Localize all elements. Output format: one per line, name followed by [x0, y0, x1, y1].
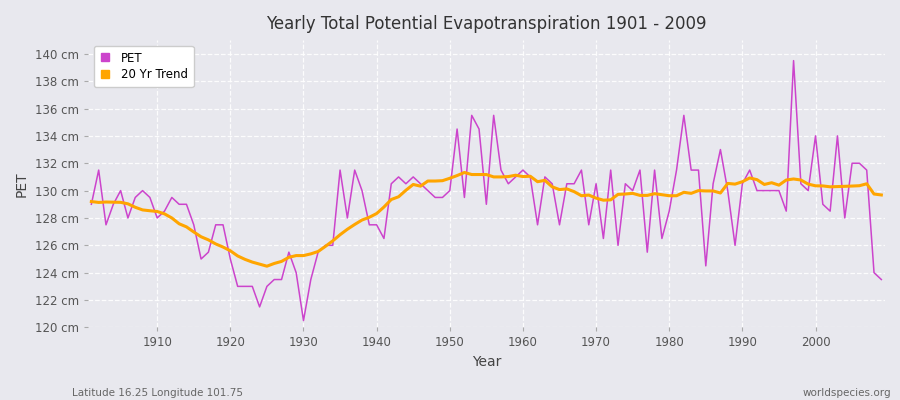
Text: worldspecies.org: worldspecies.org [803, 388, 891, 398]
X-axis label: Year: Year [472, 355, 501, 369]
Legend: PET, 20 Yr Trend: PET, 20 Yr Trend [94, 46, 194, 87]
Text: Latitude 16.25 Longitude 101.75: Latitude 16.25 Longitude 101.75 [72, 388, 243, 398]
Title: Yearly Total Potential Evapotranspiration 1901 - 2009: Yearly Total Potential Evapotranspiratio… [266, 15, 706, 33]
Y-axis label: PET: PET [15, 171, 29, 196]
